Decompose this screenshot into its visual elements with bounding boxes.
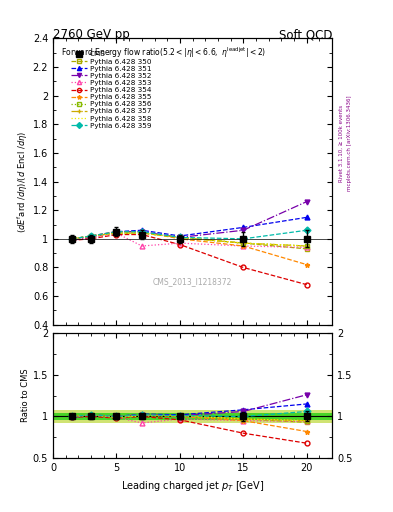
Line: Pythia 6.428 354: Pythia 6.428 354 [70, 232, 309, 287]
Pythia 6.428 351 [178, 233, 182, 239]
Pythia 6.428 350 [178, 234, 182, 241]
Line: Pythia 6.428 358: Pythia 6.428 358 [72, 233, 307, 246]
Pythia 6.428 355 [304, 262, 309, 268]
Pythia 6.428 352 [114, 228, 119, 234]
Pythia 6.428 353 [304, 244, 309, 250]
Text: CMS_2013_I1218372: CMS_2013_I1218372 [153, 278, 232, 286]
Pythia 6.428 356 [241, 240, 246, 246]
Pythia 6.428 354 [114, 231, 119, 238]
Y-axis label: Ratio to CMS: Ratio to CMS [21, 369, 30, 422]
Pythia 6.428 350 [241, 240, 246, 246]
Pythia 6.428 351 [241, 224, 246, 230]
Pythia 6.428 351 [70, 236, 74, 242]
Pythia 6.428 356 [70, 236, 74, 242]
Pythia 6.428 355 [114, 228, 119, 234]
Pythia 6.428 356 [114, 230, 119, 236]
Pythia 6.428 354 [140, 231, 144, 238]
Pythia 6.428 357 [178, 234, 182, 241]
Pythia 6.428 358 [114, 230, 119, 236]
Pythia 6.428 353 [70, 236, 74, 242]
Pythia 6.428 351 [114, 228, 119, 234]
Pythia 6.428 357 [114, 230, 119, 236]
Pythia 6.428 359 [304, 227, 309, 233]
Pythia 6.428 355 [241, 243, 246, 249]
Pythia 6.428 358 [304, 243, 309, 249]
Pythia 6.428 359 [178, 234, 182, 241]
Pythia 6.428 354 [89, 236, 94, 242]
Pythia 6.428 352 [304, 199, 309, 205]
Line: Pythia 6.428 351: Pythia 6.428 351 [70, 215, 309, 241]
Pythia 6.428 357 [140, 230, 144, 236]
Text: Forward Energy flow ratio$(5.2 < |\eta| < 6.6,\ \eta^{\rm leadjet}| < 2)$: Forward Energy flow ratio$(5.2 < |\eta| … [61, 46, 267, 60]
Pythia 6.428 350 [114, 230, 119, 236]
Text: mcplots.cern.ch [arXiv:1306.3436]: mcplots.cern.ch [arXiv:1306.3436] [347, 96, 352, 191]
Pythia 6.428 352 [178, 234, 182, 241]
Pythia 6.428 354 [241, 264, 246, 270]
Pythia 6.428 350 [70, 236, 74, 242]
Pythia 6.428 353 [114, 230, 119, 236]
Pythia 6.428 355 [89, 233, 94, 239]
Pythia 6.428 354 [70, 237, 74, 243]
Legend: CMS, Pythia 6.428 350, Pythia 6.428 351, Pythia 6.428 352, Pythia 6.428 353, Pyt: CMS, Pythia 6.428 350, Pythia 6.428 351,… [71, 51, 152, 130]
Pythia 6.428 353 [89, 234, 94, 241]
Pythia 6.428 352 [140, 228, 144, 234]
Pythia 6.428 353 [178, 240, 182, 246]
Line: Pythia 6.428 355: Pythia 6.428 355 [70, 229, 309, 267]
Pythia 6.428 355 [70, 236, 74, 242]
Line: Pythia 6.428 352: Pythia 6.428 352 [70, 199, 309, 243]
Pythia 6.428 352 [70, 237, 74, 243]
Pythia 6.428 350 [140, 230, 144, 236]
Line: Pythia 6.428 356: Pythia 6.428 356 [70, 231, 309, 248]
Pythia 6.428 350 [89, 233, 94, 239]
Pythia 6.428 353 [241, 243, 246, 249]
Pythia 6.428 359 [89, 233, 94, 239]
Pythia 6.428 358 [70, 236, 74, 242]
Pythia 6.428 356 [178, 234, 182, 241]
Pythia 6.428 351 [140, 227, 144, 233]
Pythia 6.428 359 [114, 228, 119, 234]
Pythia 6.428 357 [241, 240, 246, 246]
Pythia 6.428 350 [304, 246, 309, 252]
X-axis label: Leading charged jet $p_T$ [GeV]: Leading charged jet $p_T$ [GeV] [121, 479, 264, 493]
Pythia 6.428 354 [178, 242, 182, 248]
Pythia 6.428 354 [304, 282, 309, 288]
Line: Pythia 6.428 359: Pythia 6.428 359 [70, 228, 309, 241]
Pythia 6.428 352 [89, 234, 94, 241]
Pythia 6.428 358 [178, 234, 182, 241]
Pythia 6.428 352 [241, 227, 246, 233]
Pythia 6.428 351 [89, 233, 94, 239]
Line: Pythia 6.428 357: Pythia 6.428 357 [70, 231, 309, 248]
Line: Pythia 6.428 353: Pythia 6.428 353 [70, 231, 309, 250]
Pythia 6.428 353 [140, 243, 144, 249]
Pythia 6.428 356 [89, 233, 94, 239]
Pythia 6.428 356 [140, 230, 144, 236]
Pythia 6.428 358 [140, 230, 144, 236]
Pythia 6.428 355 [140, 228, 144, 234]
Pythia 6.428 359 [70, 236, 74, 242]
Text: 2760 GeV pp: 2760 GeV pp [53, 28, 130, 41]
Line: Pythia 6.428 350: Pythia 6.428 350 [70, 231, 309, 251]
Pythia 6.428 359 [140, 228, 144, 234]
Pythia 6.428 357 [70, 236, 74, 242]
Text: Rivet 3.1.10, ≥ 100k events: Rivet 3.1.10, ≥ 100k events [339, 105, 344, 182]
Y-axis label: $(dE^{\mathsf{f}}$ard $/ d\eta) / (d$ Encl $/ d\eta)$: $(dE^{\mathsf{f}}$ard $/ d\eta) / (d$ En… [15, 131, 30, 233]
Pythia 6.428 359 [241, 236, 246, 242]
Pythia 6.428 351 [304, 215, 309, 221]
Pythia 6.428 356 [304, 243, 309, 249]
Pythia 6.428 358 [89, 233, 94, 239]
Pythia 6.428 357 [304, 243, 309, 249]
Pythia 6.428 357 [89, 233, 94, 239]
Text: Soft QCD: Soft QCD [279, 28, 332, 41]
Pythia 6.428 355 [178, 236, 182, 242]
Pythia 6.428 358 [241, 240, 246, 246]
